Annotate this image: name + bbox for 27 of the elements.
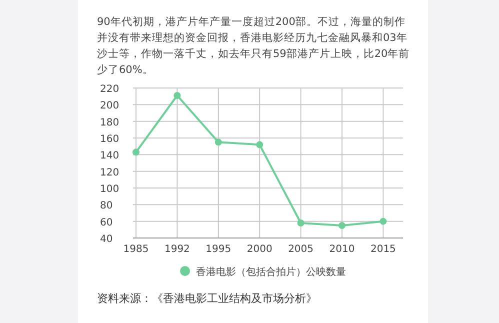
y-tick-label: 120 — [100, 167, 120, 178]
point — [380, 218, 387, 225]
y-tick-label: 160 — [100, 134, 120, 145]
y-tick-label: 200 — [100, 100, 120, 112]
y-tick-label: 100 — [100, 184, 120, 195]
x-tick-label: 2005 — [288, 244, 314, 255]
y-tick-label: 180 — [100, 117, 120, 128]
point — [297, 220, 304, 226]
point — [256, 141, 264, 148]
x-tick-label: 1992 — [164, 244, 190, 255]
y-tick-label: 40 — [100, 234, 113, 245]
y-tick-label: 80 — [100, 200, 113, 212]
x-tick-label: 2015 — [370, 244, 396, 255]
point — [132, 148, 140, 156]
chart-title: 90年代初期，港产片年产量一度超过200部。不过，海量的制作并没有带来理想的资金回报，香港电影经历九七金融风暴和03年沙士等，作物一落千丈，如去年只有59部港产片上映，比20年前少了60%。 — [97, 15, 411, 78]
legend-label: 香港电影（包括合拍片）公映数量 — [196, 266, 346, 278]
x-tick-label: 2000 — [246, 244, 272, 255]
x-tick-label: 1995 — [206, 244, 232, 255]
text: 资料来源：《香港电影工业结构及市场分析》 — [97, 291, 317, 306]
y-tick-label: 220 — [100, 84, 120, 95]
y-tick-label: 60 — [100, 217, 113, 228]
point — [174, 92, 181, 99]
point — [338, 222, 346, 229]
x-tick-label: 1985 — [123, 244, 149, 255]
y-tick-label: 140 — [100, 150, 120, 162]
x-tick-label: 2010 — [329, 244, 355, 255]
point — [214, 138, 222, 146]
